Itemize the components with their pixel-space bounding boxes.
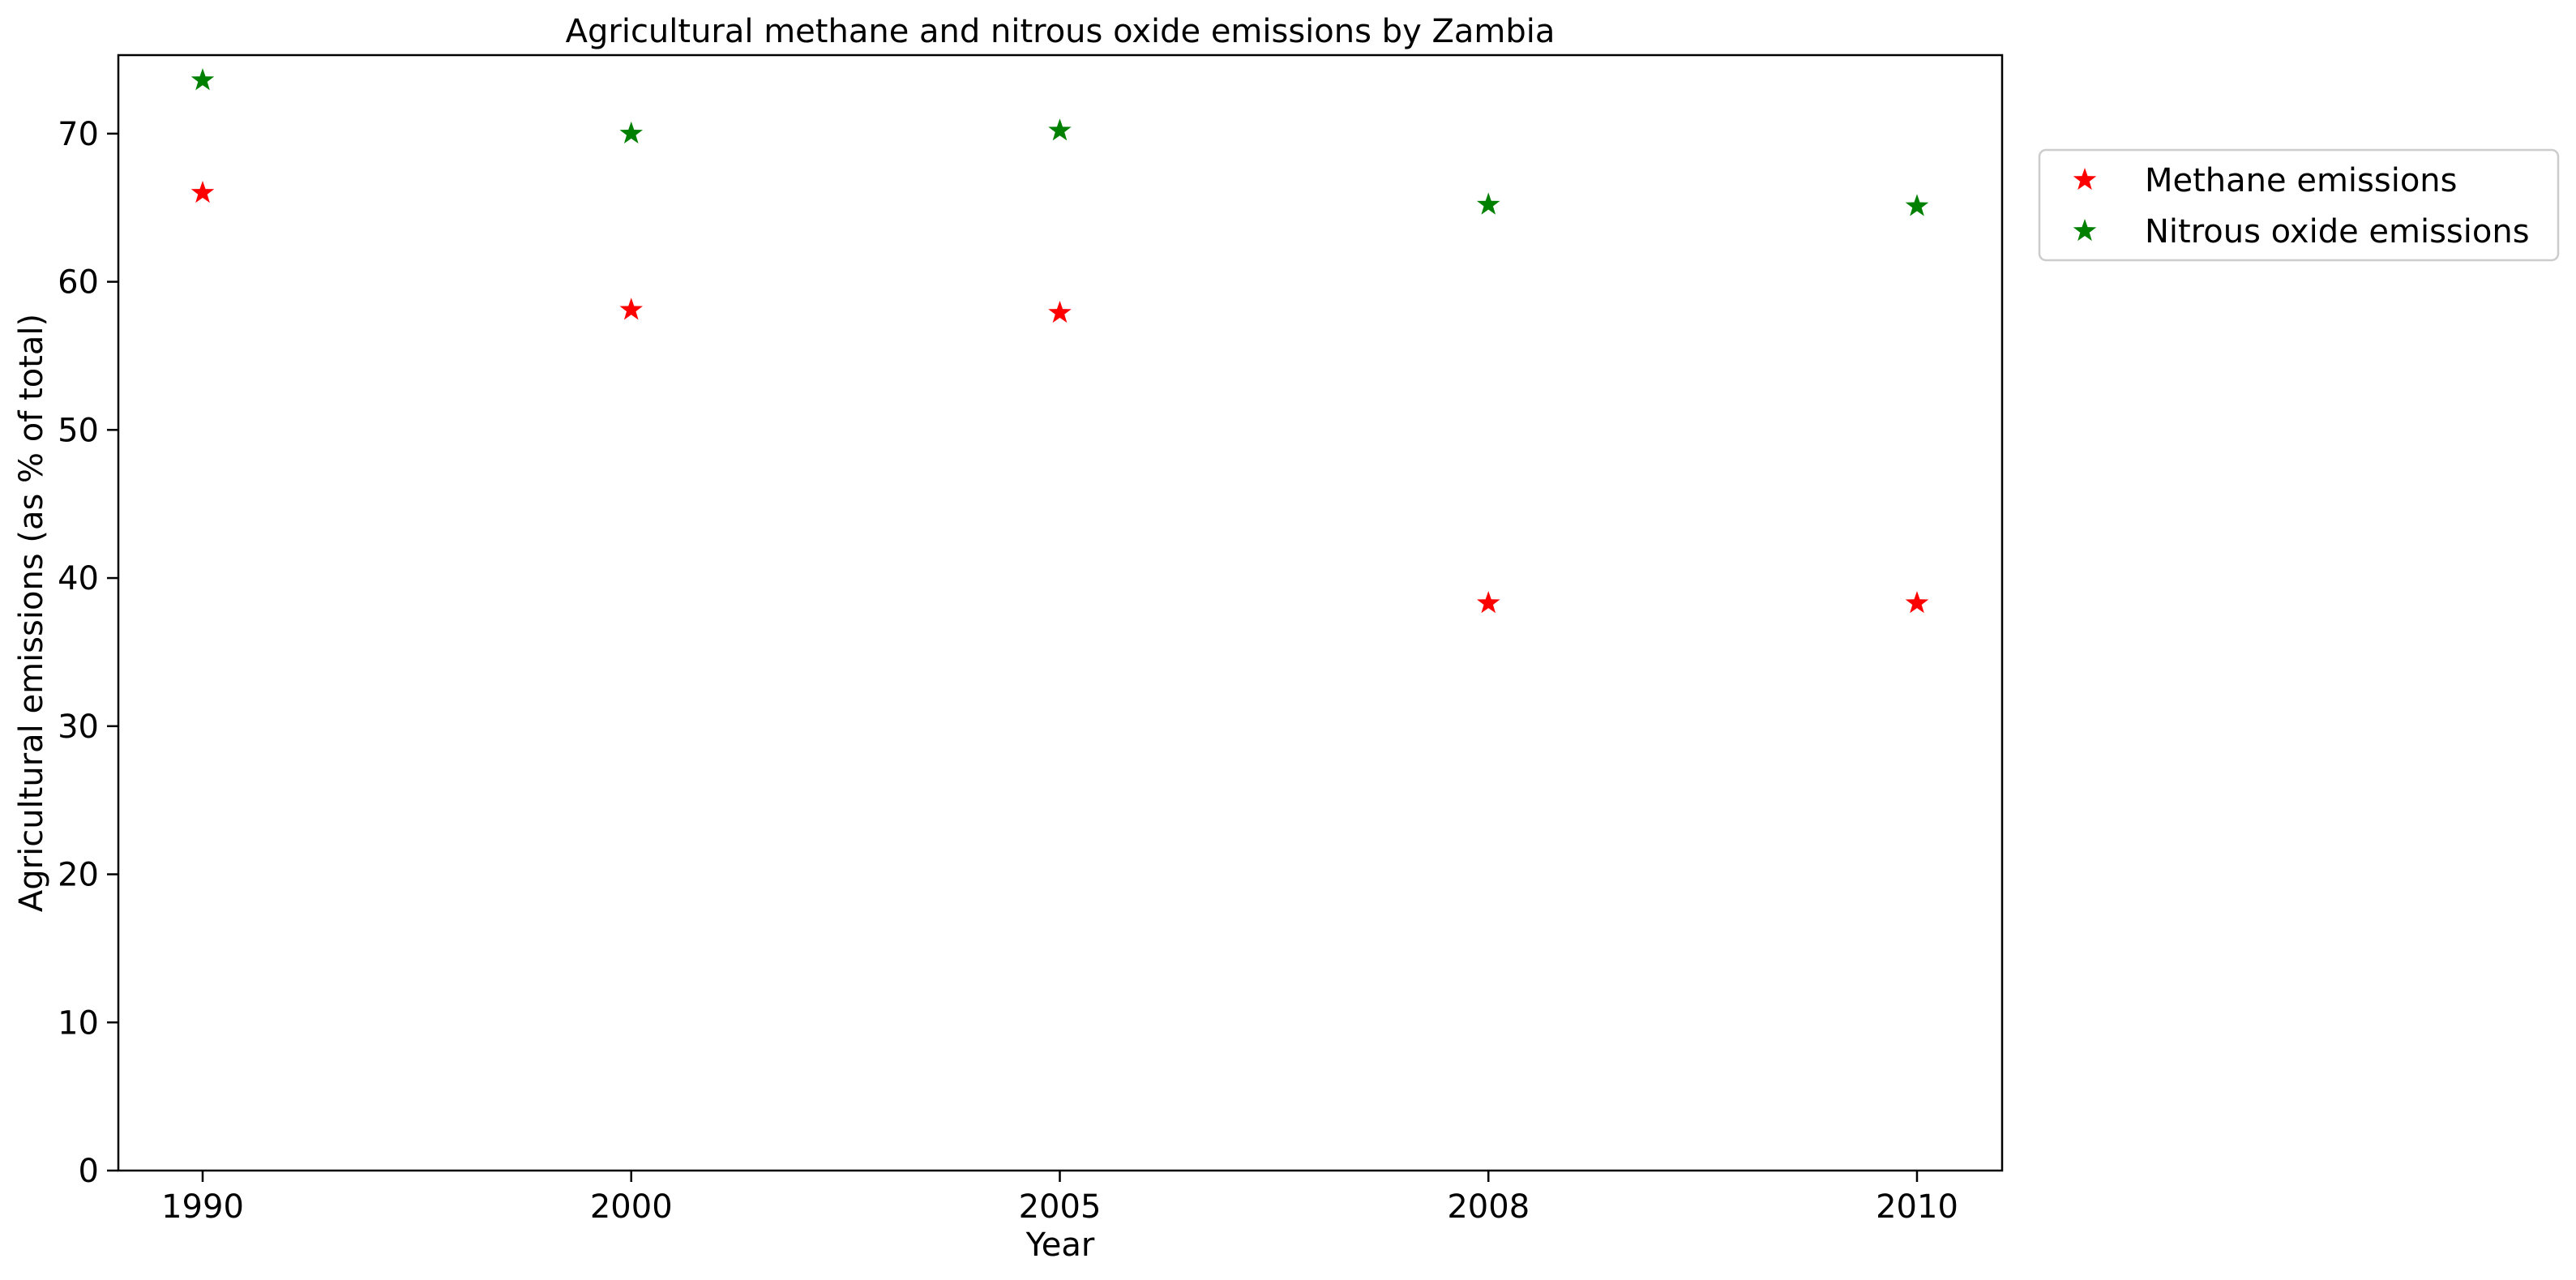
y-tick-label: 20 [58, 857, 99, 894]
methane-point [1905, 591, 1929, 614]
x-tick-label: 2005 [1019, 1188, 1102, 1226]
nitrous-point [1476, 192, 1500, 215]
methane-legend-marker [2073, 168, 2097, 191]
y-tick-label: 30 [58, 708, 99, 746]
methane-point [1048, 300, 1072, 323]
y-tick-label: 70 [58, 116, 99, 153]
nitrous-point [190, 68, 215, 91]
nitrous-point [1048, 118, 1072, 141]
plot-area [190, 68, 1929, 614]
nitrous-point [619, 121, 644, 143]
legend-box [2038, 148, 2560, 262]
nitrous-point [1905, 194, 1929, 216]
y-axis: 0 10 20 30 40 50 60 70 [58, 116, 118, 1190]
y-axis-title: Agricultural emissions (as % of total) [13, 314, 50, 912]
legend: Methane emissions Nitrous oxide emissions [2038, 148, 2560, 262]
x-axis-title: Year [1025, 1226, 1095, 1264]
nitrous-legend-marker [2073, 219, 2097, 242]
x-tick-label: 2010 [1876, 1188, 1958, 1226]
y-tick-label: 0 [79, 1153, 99, 1190]
methane-point [619, 298, 644, 320]
y-tick-label: 50 [58, 412, 99, 449]
methane-point [1476, 591, 1500, 614]
x-axis: 1990 2000 2005 2008 2010 [161, 1171, 1958, 1226]
chart-title: Agricultural methane and nitrous oxide e… [566, 13, 1555, 50]
y-tick-label: 40 [58, 560, 99, 597]
y-tick-label: 60 [58, 264, 99, 302]
methane-legend-label: Methane emissions [2145, 162, 2458, 199]
x-tick-label: 2008 [1447, 1188, 1530, 1226]
methane-point [190, 180, 215, 203]
y-tick-label: 10 [58, 1004, 99, 1042]
nitrous-legend-label: Nitrous oxide emissions [2145, 213, 2530, 250]
x-tick-label: 2000 [590, 1188, 673, 1226]
x-tick-label: 1990 [161, 1188, 244, 1226]
